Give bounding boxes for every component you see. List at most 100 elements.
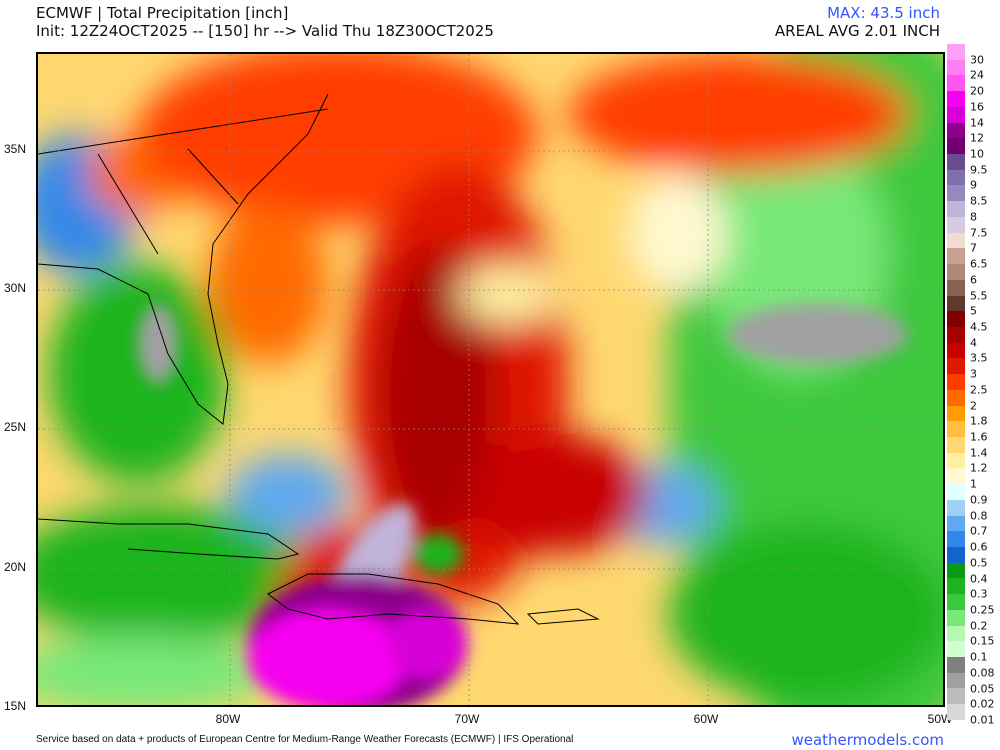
colorbar-segment [947, 342, 965, 359]
colorbar-segment [947, 594, 965, 610]
colorbar-segment [947, 499, 965, 516]
colorbar-segment [947, 688, 965, 705]
lon-label: 80W [215, 712, 241, 726]
lat-label: 30N [4, 281, 27, 295]
colorbar-segment [947, 704, 965, 720]
brand-link[interactable]: weathermodels.com [791, 731, 944, 749]
colorbar-label: 0.08 [970, 666, 995, 680]
colorbar-segment [947, 44, 965, 60]
colorbar-segment [947, 578, 965, 595]
chart-title: ECMWF | Total Precipitation [inch] [36, 4, 289, 22]
colorbar-segment [947, 484, 965, 500]
colorbar-segment [947, 138, 965, 155]
colorbar-segment [947, 248, 965, 265]
colorbar-segment [947, 106, 965, 123]
colorbar-label: 2 [970, 399, 977, 413]
colorbar-label: 0.2 [970, 619, 988, 633]
colorbar-label: 12 [970, 131, 984, 145]
colorbar-segment [947, 201, 965, 217]
colorbar-label: 0.05 [970, 682, 995, 696]
lat-label: 25N [4, 420, 27, 434]
colorbar-segment [947, 452, 965, 469]
colorbar-label: 4.5 [970, 320, 988, 334]
colorbar-label: 20 [970, 84, 984, 98]
precipitation-field [38, 54, 943, 705]
colorbar-label: 1.6 [970, 430, 988, 444]
colorbar-segment [947, 216, 965, 233]
colorbar-segment [947, 264, 965, 280]
colorbar-segment [947, 326, 965, 343]
colorbar-label: 0.8 [970, 509, 988, 523]
colorbar-label: 0.3 [970, 587, 988, 601]
colorbar-label: 0.02 [970, 697, 995, 711]
colorbar-segment [947, 609, 965, 626]
colorbar-label: 2.5 [970, 383, 988, 397]
max-value: MAX: 43.5 inch [827, 4, 940, 22]
colorbar-segment [947, 562, 965, 579]
colorbar-segment [947, 374, 965, 390]
colorbar-label: 24 [970, 68, 984, 82]
colorbar [947, 44, 965, 720]
colorbar-segment [947, 389, 965, 406]
lon-label: 70W [454, 712, 480, 726]
colorbar-label: 16 [970, 100, 984, 114]
colorbar-segment [947, 547, 965, 563]
colorbar-segment [947, 59, 965, 76]
colorbar-label: 3.5 [970, 351, 988, 365]
areal-average: AREAL AVG 2.01 INCH [774, 22, 940, 40]
colorbar-segment [947, 75, 965, 92]
colorbar-label: 14 [970, 116, 984, 130]
colorbar-label: 0.1 [970, 650, 988, 664]
colorbar-segment [947, 122, 965, 139]
colorbar-label: 6 [970, 273, 977, 287]
colorbar-segment [947, 405, 965, 422]
data-credit: Service based on data + products of Euro… [36, 734, 574, 745]
colorbar-label: 0.25 [970, 603, 995, 617]
colorbar-label: 6.5 [970, 257, 988, 271]
colorbar-label: 1.2 [970, 461, 988, 475]
colorbar-segment [947, 279, 965, 296]
coastlines [38, 93, 600, 625]
colorbar-segment [947, 436, 965, 453]
colorbar-segment [947, 672, 965, 689]
max-precip-area [248, 609, 408, 705]
colorbar-label: 0.01 [970, 713, 995, 727]
colorbar-label: 0.4 [970, 572, 988, 585]
colorbar-label: 7 [970, 241, 977, 255]
colorbar-segment [947, 169, 965, 186]
graticule [38, 54, 943, 705]
colorbar-label: 9.5 [970, 163, 988, 177]
colorbar-label: 7.5 [970, 226, 988, 240]
colorbar-segment [947, 91, 965, 107]
colorbar-label: 3 [970, 367, 977, 381]
colorbar-label: 10 [970, 147, 984, 161]
colorbar-segment [947, 358, 965, 375]
colorbar-segment [947, 531, 965, 547]
colorbar-label: 30 [970, 53, 984, 67]
colorbar-segment [947, 295, 965, 312]
colorbar-label: 5 [970, 304, 977, 318]
colorbar-label: 9 [970, 178, 977, 192]
colorbar-segment [947, 232, 965, 249]
colorbar-segment [947, 185, 965, 202]
colorbar-segment [947, 468, 965, 485]
lat-label: 20N [4, 560, 27, 574]
lat-label: 35N [4, 142, 27, 156]
colorbar-label: 0.15 [970, 634, 995, 648]
colorbar-label: 8.5 [970, 194, 988, 208]
colorbar-label: 1.8 [970, 414, 988, 428]
colorbar-label: 0.7 [970, 524, 988, 538]
init-valid-time: Init: 12Z24OCT2025 -- [150] hr --> Valid… [36, 22, 494, 40]
colorbar-segment [947, 154, 965, 170]
colorbar-label: 8 [970, 210, 977, 224]
colorbar-segment [947, 515, 965, 532]
colorbar-segment [947, 421, 965, 437]
colorbar-label: 0.6 [970, 540, 988, 554]
lon-label: 60W [693, 712, 719, 726]
colorbar-label: 0.9 [970, 493, 988, 507]
colorbar-segment [947, 641, 965, 658]
lon-label: 50W [927, 712, 953, 726]
precipitation-map [36, 52, 945, 707]
colorbar-segment [947, 311, 965, 327]
colorbar-label: 0.5 [970, 556, 988, 570]
